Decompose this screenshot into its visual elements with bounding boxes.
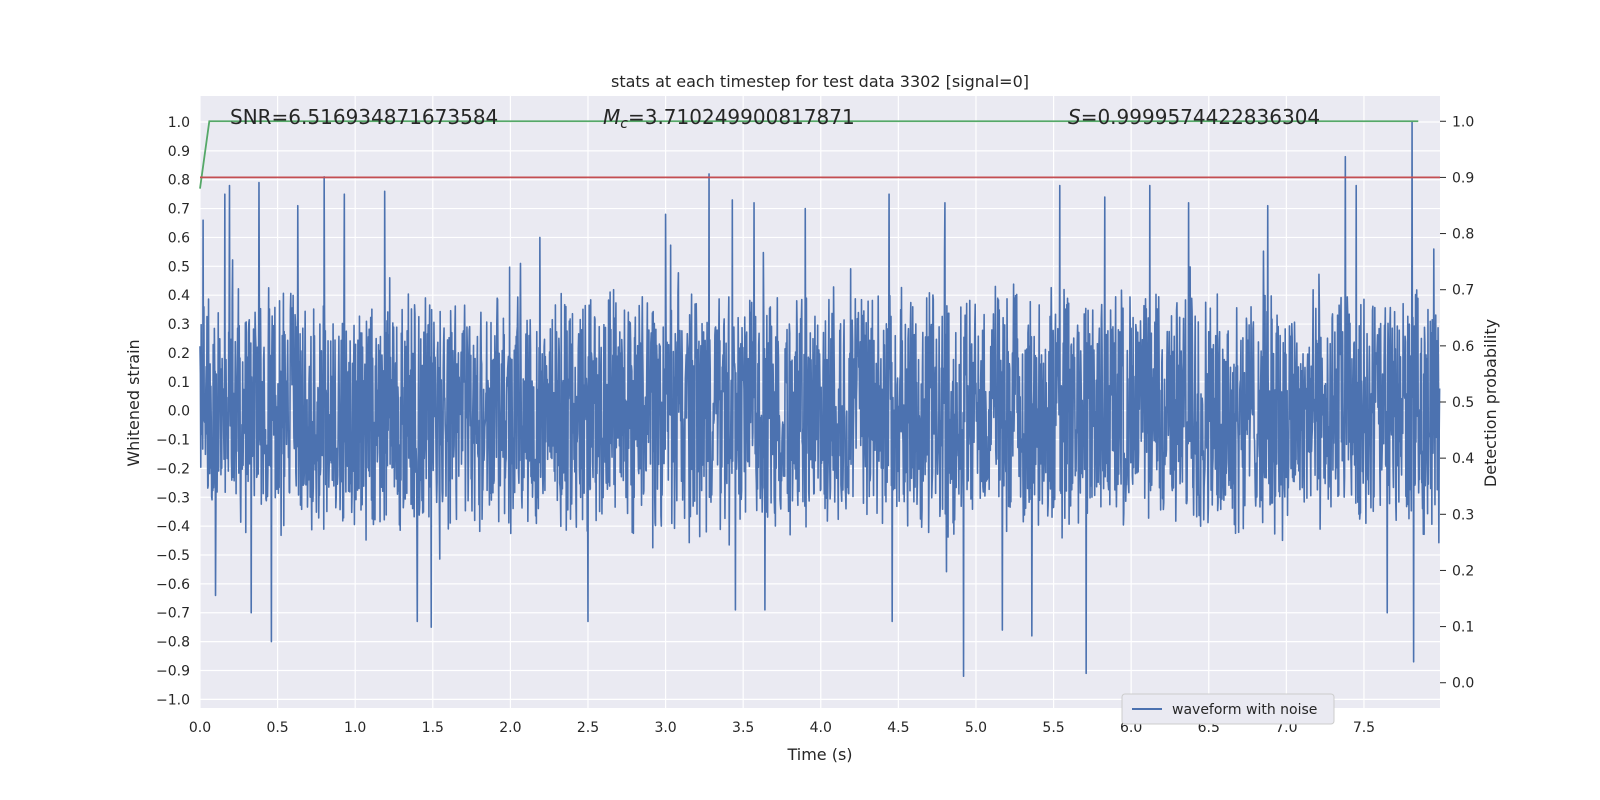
- series-layer: [199, 120, 1441, 678]
- y-tick-label: −0.9: [156, 663, 190, 679]
- x-tick-label: 3.5: [732, 720, 754, 736]
- x-tick-label: 3.0: [654, 720, 676, 736]
- series-line-waveform-with-noise: [199, 121, 1441, 678]
- y2-tick-label: 0.5: [1452, 395, 1474, 411]
- y-tick-label: −0.3: [156, 490, 190, 506]
- y-tick-label: 0.2: [168, 346, 190, 362]
- legend: waveform with noise: [1121, 693, 1335, 725]
- x-tick-label: 4.5: [887, 720, 909, 736]
- y-axis-label: Whitened strain: [124, 339, 143, 466]
- chart-title: stats at each timestep for test data 330…: [611, 72, 1029, 91]
- snr-annotation: SNR=6.516934871673584: [230, 105, 498, 129]
- y-tick-label: −0.7: [156, 606, 190, 622]
- y2-tick-label: 0.6: [1452, 339, 1474, 355]
- y-tick-label: 0.3: [168, 317, 190, 333]
- y-tick-label: −0.6: [156, 577, 190, 593]
- y-tick-label: 0.9: [168, 144, 190, 160]
- y-tick-label: 0.7: [168, 202, 190, 218]
- x-tick-label: 0.5: [266, 720, 288, 736]
- x-tick-label: 2.5: [577, 720, 599, 736]
- y-tick-label: −1.0: [156, 692, 190, 708]
- y-tick-label: −0.5: [156, 548, 190, 564]
- s-annotation: S=0.9999574422836304: [1068, 105, 1320, 129]
- x-tick-label: 5.5: [1042, 720, 1064, 736]
- y2-tick-label: 0.7: [1452, 283, 1474, 299]
- x-tick-label: 2.0: [499, 720, 521, 736]
- x-tick-label: 1.5: [422, 720, 444, 736]
- y-tick-label: 0.6: [168, 230, 190, 246]
- mc-annotation: Mc=3.710249900817871: [603, 105, 855, 132]
- x-axis-label: Time (s): [786, 745, 852, 764]
- series-line-detection-probability: [199, 120, 1419, 189]
- x-tick-label: 4.0: [810, 720, 832, 736]
- y2-tick-label: 0.1: [1452, 620, 1474, 636]
- y-tick-label: −0.8: [156, 635, 190, 651]
- y2-tick-label: 0.9: [1452, 170, 1474, 186]
- y-tick-label: 0.5: [168, 259, 190, 275]
- y2-tick-label: 0.3: [1452, 507, 1474, 523]
- y-tick-label: 0.1: [168, 375, 190, 391]
- y2-tick-label: 1.0: [1452, 114, 1474, 130]
- legend-box: [1121, 693, 1335, 725]
- y2-axis-label: Detection probability: [1481, 319, 1500, 487]
- legend-entry-waveform: waveform with noise: [1172, 702, 1317, 718]
- y-tick-label: −0.1: [156, 433, 190, 449]
- y2-tick-label: 0.4: [1452, 451, 1474, 467]
- y-tick-label: −0.4: [156, 519, 190, 535]
- x-tick-label: 1.0: [344, 720, 366, 736]
- y2-tick-label: 0.2: [1452, 563, 1474, 579]
- x-tick-label: 5.0: [965, 720, 987, 736]
- y-tick-label: 0.4: [168, 288, 190, 304]
- x-tick-label: 0.0: [189, 720, 211, 736]
- y-tick-label: 0.8: [168, 173, 190, 189]
- tick-labels: 0.0 0.5 1.0 1.5 2.0 2.5 3.0 3.5 4.0 4.5 5.0 5.5 6.0 6…: [156, 114, 1474, 736]
- y-tick-label: 0.0: [168, 404, 190, 420]
- y-tick-label: −0.2: [156, 461, 190, 477]
- x-tick-label: 7.5: [1353, 720, 1375, 736]
- y2-tick-label: 0.0: [1452, 676, 1474, 692]
- y-tick-label: 1.0: [168, 115, 190, 131]
- y2-tick-label: 0.8: [1452, 227, 1474, 243]
